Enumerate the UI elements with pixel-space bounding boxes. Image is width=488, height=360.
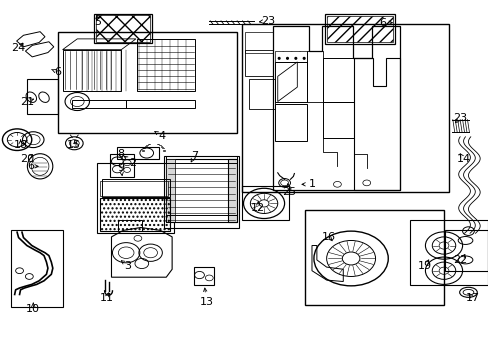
Bar [166, 159, 175, 222]
Bar [118, 220, 142, 231]
Bar [322, 102, 353, 138]
Text: 9: 9 [118, 163, 124, 174]
Text: 25: 25 [282, 186, 296, 197]
Bar [193, 267, 214, 285]
Bar [11, 230, 62, 307]
Text: 15: 15 [67, 140, 81, 150]
Bar [227, 159, 236, 222]
Text: 16: 16 [321, 232, 335, 242]
Text: 10: 10 [26, 304, 40, 314]
Bar [306, 51, 322, 102]
Bar [249, 79, 274, 109]
Bar [324, 14, 394, 44]
Bar [72, 100, 126, 108]
Bar [137, 39, 194, 91]
Text: 14: 14 [456, 154, 469, 164]
Bar [100, 198, 170, 231]
Bar [102, 179, 170, 197]
Text: 8: 8 [118, 149, 124, 159]
Bar [97, 163, 174, 233]
Bar [241, 24, 448, 192]
Text: 12: 12 [251, 203, 264, 213]
Bar [274, 104, 306, 141]
Text: 1: 1 [308, 179, 315, 189]
Text: 18: 18 [14, 140, 27, 150]
Text: 19: 19 [417, 261, 430, 271]
Text: 3: 3 [124, 261, 131, 271]
Text: 7: 7 [191, 150, 198, 161]
Text: 23: 23 [453, 113, 467, 123]
Text: 24: 24 [11, 42, 26, 53]
Bar [274, 62, 306, 102]
Text: 23: 23 [261, 16, 274, 26]
Bar [117, 147, 159, 159]
Bar [126, 100, 194, 108]
Bar [274, 51, 306, 62]
Text: 4: 4 [159, 131, 165, 141]
Text: 20: 20 [20, 154, 34, 164]
Bar [245, 32, 272, 53]
Bar [245, 50, 272, 76]
Bar [164, 156, 238, 228]
Text: 6: 6 [27, 161, 34, 171]
Bar [109, 154, 134, 177]
Text: 2: 2 [129, 158, 136, 168]
Text: 17: 17 [466, 293, 479, 303]
Bar [166, 159, 236, 222]
Bar [241, 186, 289, 220]
Text: 22: 22 [452, 255, 467, 265]
Bar [444, 230, 487, 271]
Bar [166, 156, 236, 163]
Text: 21: 21 [20, 96, 34, 107]
Bar [94, 14, 151, 43]
Bar [326, 16, 392, 42]
Text: 6: 6 [54, 67, 61, 77]
Bar [58, 32, 236, 133]
Text: 11: 11 [100, 293, 113, 303]
Bar [322, 58, 353, 102]
Bar [100, 181, 168, 196]
Text: 13: 13 [199, 297, 213, 307]
Bar [62, 50, 121, 91]
Text: 5: 5 [94, 17, 101, 27]
Bar [27, 79, 58, 114]
Bar [305, 210, 443, 305]
Text: 6: 6 [378, 18, 385, 28]
Bar [96, 15, 149, 42]
Bar [166, 215, 236, 222]
Bar [409, 220, 487, 285]
